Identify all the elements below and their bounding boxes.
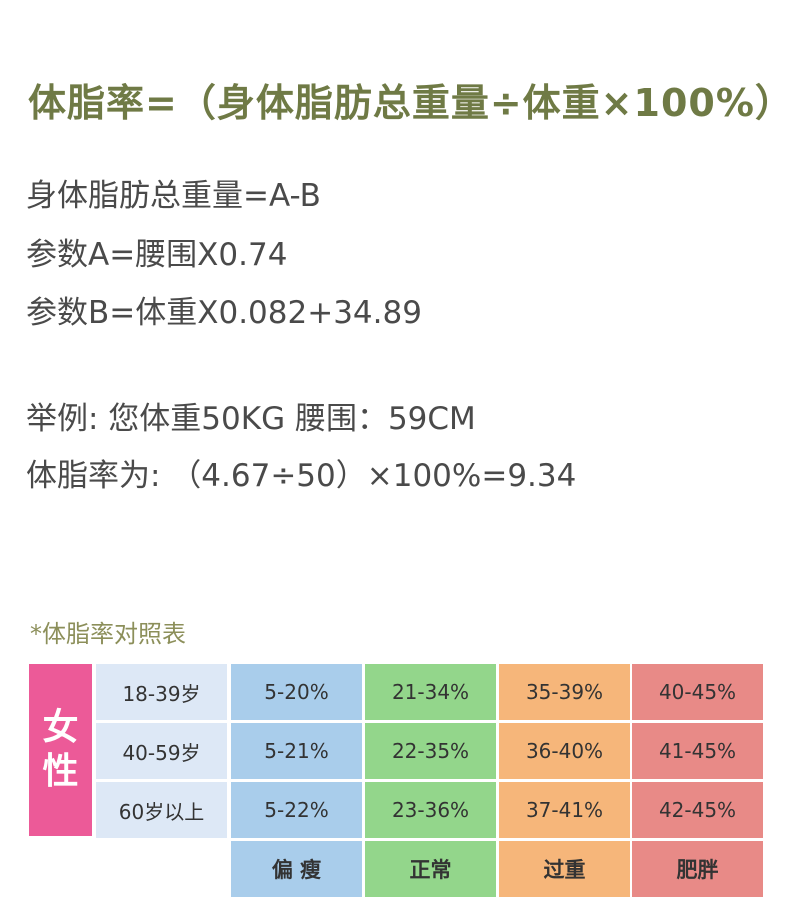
definition-total-fat: 身体脂肪总重量=A-B bbox=[26, 178, 321, 214]
label-overweight: 过重 bbox=[499, 841, 630, 897]
normal-cell: 23-36% bbox=[365, 782, 496, 838]
definition-param-a: 参数A=腰围X0.74 bbox=[26, 237, 288, 273]
gender-cell: 女 性 bbox=[29, 664, 92, 836]
table-caption: *体脂率对照表 bbox=[30, 620, 186, 648]
body-fat-table: 女 性 18-39岁 5-20% 21-34% 35-39% 40-45% 40… bbox=[29, 664, 763, 898]
fat-cell: 40-45% bbox=[632, 664, 763, 720]
age-cell: 60岁以上 bbox=[96, 782, 227, 838]
over-cell: 35-39% bbox=[499, 664, 630, 720]
label-normal: 正常 bbox=[365, 841, 496, 897]
label-thin: 偏 瘦 bbox=[231, 841, 362, 897]
gender-char-2: 性 bbox=[42, 751, 79, 792]
example-result: 体脂率为: （4.67÷50）×100%=9.34 bbox=[26, 458, 577, 494]
thin-cell: 5-21% bbox=[231, 723, 362, 779]
over-cell: 37-41% bbox=[499, 782, 630, 838]
thin-cell: 5-22% bbox=[231, 782, 362, 838]
age-cell: 40-59岁 bbox=[96, 723, 227, 779]
definition-param-b: 参数B=体重X0.082+34.89 bbox=[26, 295, 422, 331]
age-cell: 18-39岁 bbox=[96, 664, 227, 720]
normal-cell: 21-34% bbox=[365, 664, 496, 720]
thin-cell: 5-20% bbox=[231, 664, 362, 720]
formula-title: 体脂率=（身体脂肪总重量÷体重×100%） bbox=[28, 81, 794, 125]
fat-cell: 41-45% bbox=[632, 723, 763, 779]
example-input: 举例: 您体重50KG 腰围：59CM bbox=[26, 401, 476, 437]
gender-char-1: 女 bbox=[42, 707, 79, 748]
normal-cell: 22-35% bbox=[365, 723, 496, 779]
label-obese: 肥胖 bbox=[632, 841, 763, 897]
fat-cell: 42-45% bbox=[632, 782, 763, 838]
over-cell: 36-40% bbox=[499, 723, 630, 779]
